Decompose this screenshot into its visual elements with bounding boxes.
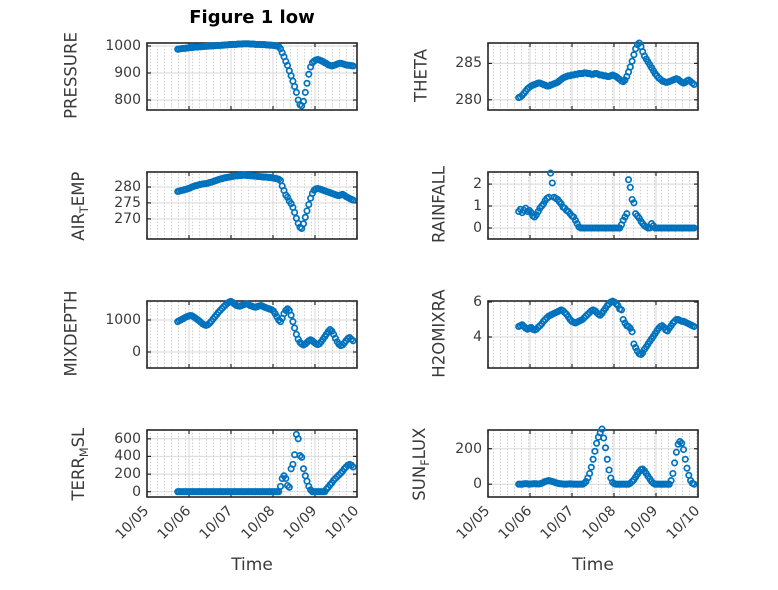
y-tick-label: 600	[114, 430, 141, 447]
scatter-series-MIXDEPTH	[174, 297, 357, 350]
scatter-series-TERR_MSL	[174, 430, 357, 496]
y-tick-label: 1000	[105, 312, 141, 328]
y-tick-label: 1000	[105, 38, 141, 54]
tick-marks	[487, 172, 699, 239]
y-axis-label-H2OMIXRA: H2OMIXRA	[429, 288, 449, 378]
y-tick-label: 280	[114, 179, 141, 195]
y-tick-label: 0	[473, 476, 482, 493]
scatter-series-THETA	[515, 39, 698, 102]
subplot-RAINFALL	[487, 169, 699, 240]
y-tick-label: 6	[473, 294, 482, 310]
scatter-series-H2OMIXRA	[515, 297, 698, 359]
y-tick-label: 200	[455, 440, 482, 457]
y-tick-label: 900	[114, 65, 141, 81]
subplot-PRESSURE	[146, 40, 358, 111]
y-tick-label: 1	[473, 198, 482, 214]
subplot-SUN_FLUX	[487, 425, 699, 498]
y-tick-label: 285	[455, 55, 482, 72]
y-tick-label: 0	[132, 483, 141, 500]
y-axis-label-TERR_MSL: TERRMSL	[69, 427, 92, 501]
subplot-AIR_TEMP	[146, 171, 358, 240]
y-tick-label: 2	[473, 176, 482, 193]
subplot-TERR_MSL	[146, 429, 358, 498]
scatter-series-AIR_TEMP	[174, 171, 357, 233]
y-tick-label: 280	[455, 91, 482, 108]
y-tick-label: 270	[114, 210, 141, 227]
x-axis-label-left: Time	[231, 555, 273, 575]
subplot-THETA	[487, 39, 699, 111]
tick-marks	[146, 301, 358, 368]
tick-marks	[487, 301, 699, 368]
tick-marks	[146, 172, 358, 239]
x-axis-label-right: Time	[572, 555, 614, 575]
scatter-series-RAINFALL	[515, 169, 698, 232]
tick-marks	[487, 43, 699, 110]
subplot-MIXDEPTH	[146, 297, 358, 369]
scatter-series-PRESSURE	[174, 40, 357, 110]
y-tick-label: 0	[132, 344, 141, 360]
y-tick-label: 800	[114, 92, 141, 108]
y-axis-label-THETA: THETA	[411, 48, 431, 102]
y-axis-label-SUN_FLUX: SUNFLUX	[410, 427, 433, 501]
y-tick-label: 200	[114, 466, 141, 483]
scatter-series-SUN_FLUX	[515, 425, 698, 488]
y-tick-label: 0	[473, 220, 482, 236]
y-tick-label: 400	[114, 448, 141, 465]
y-tick-label: 275	[114, 194, 141, 211]
figure-title: Figure 1 low	[189, 7, 315, 28]
y-tick-label: 4	[473, 329, 482, 345]
subplot-H2OMIXRA	[487, 297, 699, 369]
